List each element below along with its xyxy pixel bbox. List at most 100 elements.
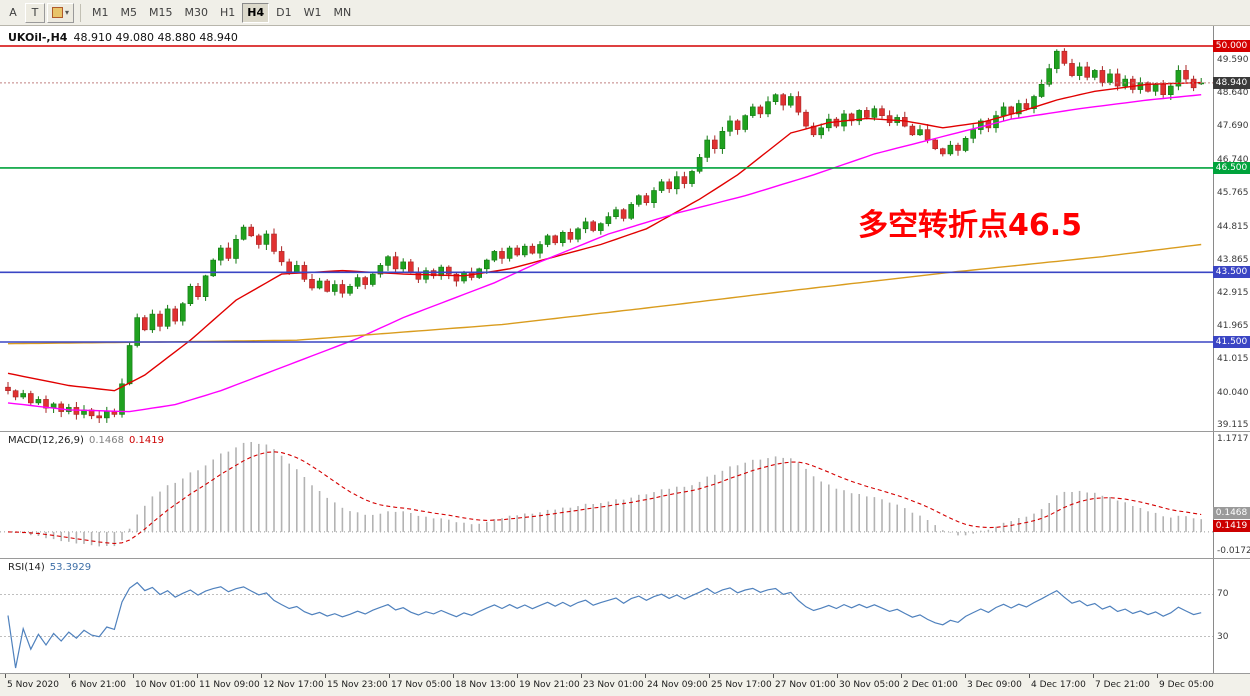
timeframe-button-M1[interactable]: M1 (92, 6, 109, 19)
timeframe-button-H1[interactable]: H1 (220, 6, 236, 19)
main-chart-canvas[interactable] (0, 26, 1250, 432)
price-tick: 41.015 (1217, 354, 1249, 364)
time-tick (325, 674, 326, 678)
shapes-icon (52, 7, 63, 18)
time-axis-label: 5 Nov 2020 (7, 680, 59, 690)
timeframe-button-D1[interactable]: D1 (276, 6, 292, 19)
chart-ohlc-info: UKOil-,H4 48.910 49.080 48.880 48.940 (8, 31, 238, 44)
macd-name: MACD(12,26,9) (8, 435, 84, 446)
price-tick: 45.765 (1217, 188, 1249, 198)
ma-mid-magenta (7, 94, 1202, 413)
macd-axis-min: -0.0172 (1217, 546, 1250, 556)
panel-separator (0, 673, 1250, 674)
macd-value-box: 0.1468 (1213, 507, 1250, 519)
rsi-level-30: 30 (1217, 632, 1229, 642)
macd-signal-value: 0.1419 (128, 435, 164, 446)
price-tick: 44.815 (1217, 222, 1249, 232)
macd-axis-max: 1.1717 (1217, 434, 1249, 444)
bid-price-box: 48.940 (1213, 77, 1250, 89)
time-axis-label: 19 Nov 21:00 (519, 680, 580, 690)
hline-price-box: 43.500 (1213, 266, 1250, 278)
ma-slow-orange (7, 243, 1202, 345)
time-axis-label: 3 Dec 09:00 (967, 680, 1022, 690)
rsi-line (7, 581, 1202, 669)
time-tick (261, 674, 262, 678)
macd-main-value: 0.1468 (88, 435, 124, 446)
rsi-name: RSI(14) (8, 562, 45, 573)
rsi-value: 53.3929 (49, 562, 92, 573)
panel-separator[interactable] (0, 558, 1250, 559)
macd-signal-box: 0.1419 (1213, 520, 1250, 532)
time-tick (1157, 674, 1158, 678)
timeframe-button-H4[interactable]: H4 (242, 2, 270, 23)
time-tick (645, 674, 646, 678)
macd-histogram (14, 442, 1202, 547)
time-axis-label: 18 Nov 13:00 (455, 680, 516, 690)
hline-price-box: 50.000 (1213, 40, 1250, 52)
time-tick (901, 674, 902, 678)
toolbar-separator (80, 3, 82, 22)
hline-price-box: 46.500 (1213, 162, 1250, 174)
time-axis-label: 11 Nov 09:00 (199, 680, 260, 690)
price-tick: 41.965 (1217, 321, 1249, 331)
macd-label: MACD(12,26,9) 0.1468 0.1419 (8, 435, 164, 446)
time-axis-label: 12 Nov 17:00 (263, 680, 324, 690)
time-tick (965, 674, 966, 678)
time-axis-label: 9 Dec 05:00 (1159, 680, 1214, 690)
cursor-tool-button[interactable]: A (9, 6, 17, 19)
time-axis-label: 7 Dec 21:00 (1095, 680, 1150, 690)
time-axis-label: 24 Nov 09:00 (647, 680, 708, 690)
time-tick (773, 674, 774, 678)
time-tick (69, 674, 70, 678)
time-tick (197, 674, 198, 678)
timeframe-button-M5[interactable]: M5 (120, 6, 138, 19)
time-axis-label: 6 Nov 21:00 (71, 680, 126, 690)
ohlc-values: 48.910 49.080 48.880 48.940 (73, 31, 238, 44)
time-axis-label: 17 Nov 05:00 (391, 680, 452, 690)
timeframe-button-group: M1 M5 M15 M30 H1 H4 D1 W1 MN (87, 2, 356, 23)
time-tick (709, 674, 710, 678)
ma-fast-red (7, 81, 1202, 392)
price-tick: 46.740 (1217, 155, 1249, 165)
price-tick: 39.115 (1217, 420, 1249, 430)
timeframe-button-M30[interactable]: M30 (184, 6, 209, 19)
price-tick: 42.915 (1217, 288, 1249, 298)
time-tick (453, 674, 454, 678)
hline-price-box: 41.500 (1213, 336, 1250, 348)
time-tick (517, 674, 518, 678)
time-axis-label: 27 Nov 01:00 (775, 680, 836, 690)
time-axis-label: 15 Nov 23:00 (327, 680, 388, 690)
time-tick (581, 674, 582, 678)
price-tick: 49.590 (1217, 55, 1249, 65)
time-tick (389, 674, 390, 678)
timeframe-button-W1[interactable]: W1 (303, 6, 322, 19)
rsi-level-70: 70 (1217, 589, 1229, 599)
time-tick (1029, 674, 1030, 678)
time-axis-label: 10 Nov 01:00 (135, 680, 196, 690)
text-tool-button[interactable]: T (25, 2, 45, 23)
chinese-annotation-text[interactable]: 多空转折点46.5 (858, 208, 1083, 243)
chevron-down-icon: ▾ (65, 8, 70, 17)
time-tick (1093, 674, 1094, 678)
time-axis-label: 2 Dec 01:00 (903, 680, 958, 690)
time-tick (5, 674, 6, 678)
price-axis-border (1213, 26, 1214, 674)
time-axis-label: 4 Dec 17:00 (1031, 680, 1086, 690)
drawing-tools-button[interactable]: ▾ (47, 2, 75, 23)
rsi-label: RSI(14) 53.3929 (8, 562, 91, 573)
time-tick (133, 674, 134, 678)
price-tick: 43.865 (1217, 255, 1249, 265)
panel-separator[interactable] (0, 431, 1250, 432)
timeframe-button-M15[interactable]: M15 (149, 6, 173, 19)
macd-panel-canvas[interactable] (0, 432, 1250, 559)
time-axis-label: 25 Nov 17:00 (711, 680, 772, 690)
rsi-panel-canvas[interactable] (0, 559, 1250, 674)
price-tick: 40.040 (1217, 388, 1249, 398)
time-axis-label: 30 Nov 05:00 (839, 680, 900, 690)
toolbar: A T ▾ M1 M5 M15 M30 H1 H4 D1 W1 MN (0, 0, 1250, 26)
price-tick: 47.690 (1217, 121, 1249, 131)
macd-signal-line (7, 451, 1202, 545)
time-axis-strip[interactable] (0, 674, 1250, 696)
time-tick (837, 674, 838, 678)
timeframe-button-MN[interactable]: MN (333, 6, 352, 19)
